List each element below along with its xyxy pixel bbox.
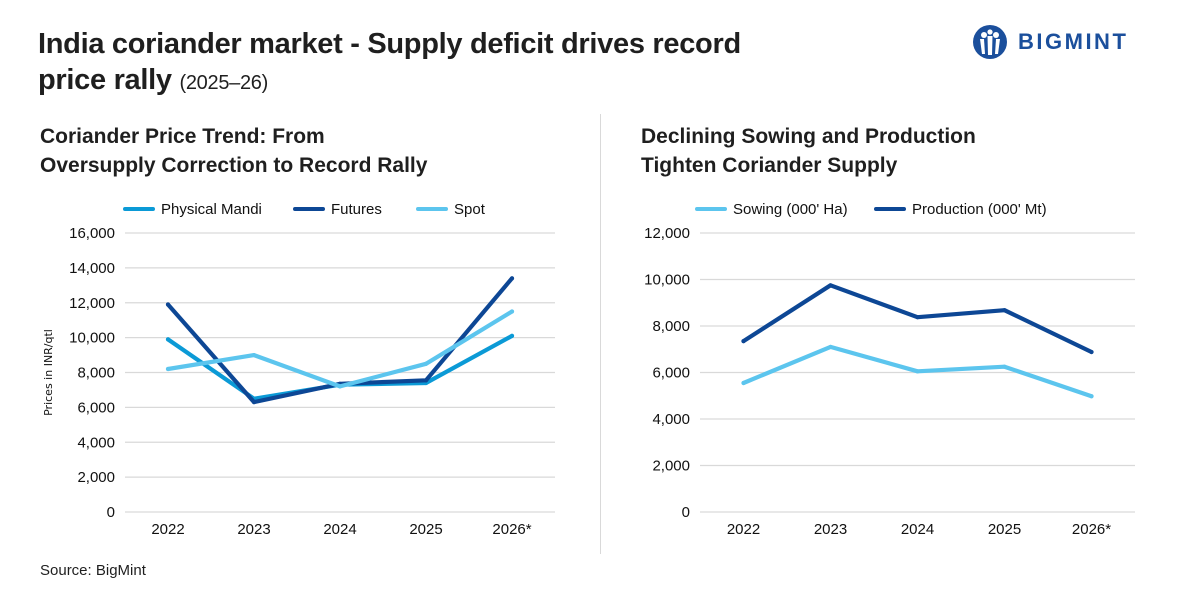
data-point-production-000-mt xyxy=(915,315,920,320)
y-tick-label: 8,000 xyxy=(77,365,115,382)
y-tick-label: 0 xyxy=(682,504,690,521)
data-point-futures xyxy=(251,400,257,405)
legend-label-sowing-000-ha: Sowing (000' Ha) xyxy=(733,201,848,218)
x-tick-label: 2022 xyxy=(151,521,184,538)
y-tick-label: 10,000 xyxy=(644,272,690,289)
price-chart-title-line-1: Coriander Price Trend: From xyxy=(40,125,325,148)
sowing-production-chart: 0 2,000 4,000 6,000 8,000 10,000 12,000 2022 202… xyxy=(644,201,1135,538)
x-tick-label: 2023 xyxy=(814,521,847,538)
y-tick-label: 2,000 xyxy=(652,458,690,475)
y-tick-label: 16,000 xyxy=(69,225,115,242)
panel-divider xyxy=(600,114,601,554)
supply-chart-title-line-1: Declining Sowing and Production xyxy=(641,125,976,148)
legend-label-physical-mandi: Physical Mandi xyxy=(161,201,262,218)
legend-label-spot: Spot xyxy=(454,201,486,218)
source-note: Source: BigMint xyxy=(40,562,146,579)
x-tick-label: 2025 xyxy=(988,521,1021,538)
x-tick-label: 2023 xyxy=(237,521,270,538)
data-point-production-000-mt xyxy=(1089,349,1094,355)
data-point-sowing-000-ha xyxy=(915,369,920,374)
data-point-futures xyxy=(165,302,171,307)
data-point-physical-mandi xyxy=(509,333,515,338)
data-point-spot xyxy=(165,366,171,372)
y-tick-label: 6,000 xyxy=(77,399,115,416)
data-point-spot xyxy=(337,384,343,389)
y-tick-label: 6,000 xyxy=(652,365,690,382)
data-point-production-000-mt xyxy=(1002,308,1007,313)
y-tick-label: 0 xyxy=(107,504,115,521)
legend-label-futures: Futures xyxy=(331,201,382,218)
y-tick-label: 8,000 xyxy=(652,318,690,335)
price-chart-title: Coriander Price Trend: From Oversupply C… xyxy=(40,122,560,180)
title-year: (2025–26) xyxy=(179,72,269,94)
data-point-spot xyxy=(509,309,515,314)
x-tick-label: 2025 xyxy=(409,521,442,538)
supply-chart-title-line-2: Tighten Coriander Supply xyxy=(641,154,898,177)
y-tick-label: 12,000 xyxy=(69,295,115,312)
data-point-physical-mandi xyxy=(165,337,171,342)
supply-chart-title: Declining Sowing and Production Tighten … xyxy=(641,122,1161,180)
price-trend-chart: 0 2,000 4,000 6,000 8,000 10,000 12,000 14,000 1… xyxy=(42,201,555,538)
price-chart-title-line-2: Oversupply Correction to Record Rally xyxy=(40,154,428,177)
legend-label-production-000-mt: Production (000' Mt) xyxy=(912,201,1047,218)
y-tick-label: 12,000 xyxy=(644,225,690,242)
y-tick-label: 2,000 xyxy=(77,469,115,486)
title-main: India coriander market - Supply deficit … xyxy=(38,28,741,96)
y-tick-label: 10,000 xyxy=(69,330,115,347)
bigmint-logo-icon xyxy=(973,25,1007,59)
data-point-futures xyxy=(423,378,429,383)
x-tick-label: 2024 xyxy=(901,521,934,538)
page-title: India coriander market - Supply deficit … xyxy=(38,26,798,101)
data-point-spot xyxy=(251,352,257,358)
y-tick-label: 4,000 xyxy=(652,411,690,428)
x-tick-label: 2024 xyxy=(323,521,356,538)
data-point-production-000-mt xyxy=(741,339,746,344)
logo-text: BIGMINT xyxy=(1018,29,1129,54)
data-point-sowing-000-ha xyxy=(741,380,746,386)
data-point-production-000-mt xyxy=(828,283,833,288)
data-point-spot xyxy=(423,361,429,366)
x-tick-label: 2022 xyxy=(727,521,760,538)
x-tick-label: 2026* xyxy=(492,521,531,538)
y-tick-label: 4,000 xyxy=(77,434,115,451)
x-tick-label: 2026* xyxy=(1072,521,1111,538)
data-point-sowing-000-ha xyxy=(1089,394,1094,399)
bigmint-logo: BIGMINT xyxy=(972,22,1162,62)
data-point-futures xyxy=(509,276,515,281)
y-tick-label: 14,000 xyxy=(69,260,115,277)
data-point-sowing-000-ha xyxy=(828,344,833,350)
y-axis-label: Prices in INR/qtl xyxy=(42,329,55,416)
data-point-sowing-000-ha xyxy=(1002,364,1007,369)
